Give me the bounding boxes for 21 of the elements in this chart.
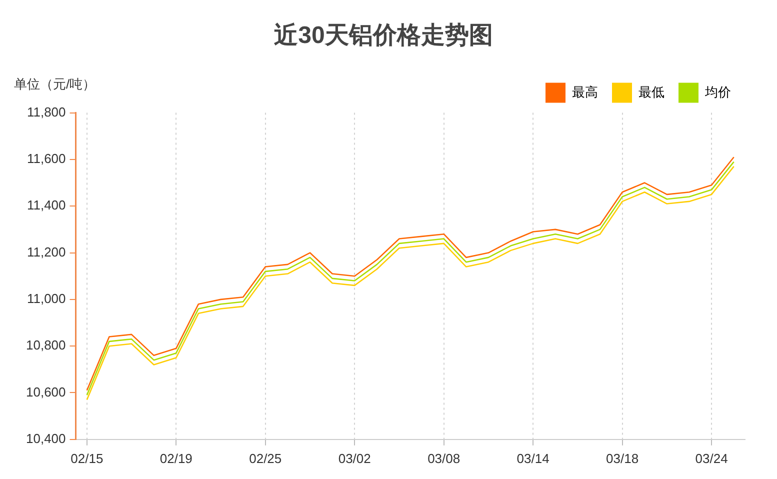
legend-label: 最低 xyxy=(638,84,664,100)
y-tick-label: 11,400 xyxy=(26,198,66,213)
legend-label: 均价 xyxy=(704,84,731,100)
x-tick-label: 03/14 xyxy=(516,450,550,466)
x-tick-label: 03/18 xyxy=(606,450,639,466)
y-tick-label: 11,800 xyxy=(26,104,66,120)
y-tick-label: 11,600 xyxy=(26,151,66,166)
chart-title: 近30天铝价格走势图 xyxy=(274,22,493,50)
y-tick-label: 11,200 xyxy=(26,244,66,260)
y-tick-label: 10,800 xyxy=(26,338,66,353)
y-tick-label: 11,000 xyxy=(26,291,66,306)
x-tick-label: 03/02 xyxy=(338,450,371,466)
x-tick-label: 02/15 xyxy=(70,450,104,466)
y-tick-label: 10,400 xyxy=(26,430,66,446)
x-tick-label: 02/25 xyxy=(249,450,282,466)
x-tick-label: 03/24 xyxy=(695,450,728,466)
legend-label: 最高 xyxy=(572,84,598,100)
y-tick-label: 10,600 xyxy=(26,384,66,400)
y-axis-title: 单位（元/吨） xyxy=(14,76,96,92)
x-tick-label: 03/08 xyxy=(428,450,460,466)
x-tick-label: 02/19 xyxy=(160,450,192,466)
